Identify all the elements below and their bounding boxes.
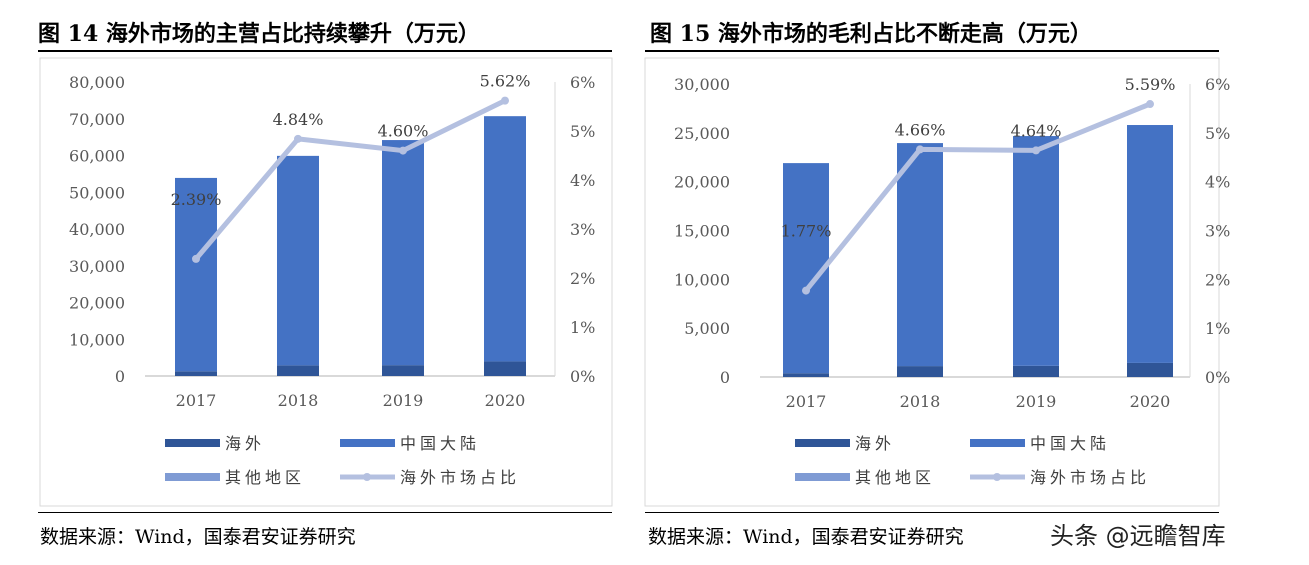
chart2-title-rule bbox=[645, 50, 1219, 52]
chart1-y2tick: 0% bbox=[570, 367, 595, 386]
chart2-y2tick: 4% bbox=[1205, 173, 1230, 192]
chart1-ytick: 30,000 bbox=[69, 257, 125, 276]
chart2-xtick: 2020 bbox=[1130, 392, 1171, 411]
chart1-ytick: 20,000 bbox=[69, 294, 125, 313]
chart1-data-label: 4.84% bbox=[273, 110, 324, 129]
chart1-legend-label: 其他地区 bbox=[225, 468, 305, 487]
chart2-line-point bbox=[802, 286, 810, 295]
chart1-legend-label: 海外市场占比 bbox=[400, 468, 520, 487]
chart1-line-point bbox=[294, 134, 302, 143]
chart1-xtick: 2019 bbox=[383, 391, 424, 410]
chart2-source: 数据来源：Wind，国泰君安证券研究 bbox=[648, 526, 964, 548]
chart2-y2tick: 5% bbox=[1205, 124, 1230, 143]
chart2-legend-label: 海外 bbox=[855, 434, 895, 453]
chart2-legend-marker bbox=[993, 473, 1001, 481]
chart1-bar-海外 bbox=[382, 365, 424, 376]
chart1-ytick: 80,000 bbox=[69, 73, 125, 92]
chart2-bar-中国大陆 bbox=[1127, 125, 1173, 363]
chart2-line bbox=[804, 101, 1151, 293]
chart2-line-point bbox=[1146, 100, 1154, 109]
chart2-data-label: 4.66% bbox=[895, 120, 946, 139]
chart2-ytick: 15,000 bbox=[674, 222, 730, 241]
chart1-xtick: 2017 bbox=[176, 391, 217, 410]
chart1-bar-中国大陆 bbox=[277, 155, 319, 366]
chart2-bar-海外 bbox=[1127, 362, 1173, 377]
chart2-ytick: 5,000 bbox=[684, 319, 730, 338]
chart2-title: 图 15 海外市场的毛利占比不断走高（万元） bbox=[650, 21, 1092, 47]
chart2-legend-label: 海外市场占比 bbox=[1030, 468, 1150, 487]
chart2-data-label: 5.59% bbox=[1125, 75, 1176, 94]
chart2-bar-海外 bbox=[783, 373, 829, 377]
chart2-xtick: 2017 bbox=[786, 392, 827, 411]
chart1-bar-中国大陆 bbox=[175, 177, 217, 372]
chart2-ytick: 0 bbox=[720, 368, 730, 387]
chart1-y2tick: 3% bbox=[570, 220, 595, 239]
chart2-xtick: 2018 bbox=[900, 392, 941, 411]
chart2-y2tick: 6% bbox=[1205, 75, 1230, 94]
chart1-y2tick: 2% bbox=[570, 269, 595, 288]
chart1-legend-swatch bbox=[340, 439, 395, 447]
watermark: 头条 @远瞻智库 bbox=[1050, 522, 1226, 550]
chart1-ytick: 40,000 bbox=[69, 220, 125, 239]
chart2-y2tick: 0% bbox=[1205, 368, 1230, 387]
chart2-data-label: 1.77% bbox=[781, 222, 832, 241]
chart2-xtick: 2019 bbox=[1016, 392, 1057, 411]
chart1-y2tick: 6% bbox=[570, 73, 595, 92]
chart1-line-point bbox=[192, 254, 200, 263]
chart1-ytick: 0 bbox=[115, 367, 125, 386]
chart2-source-rule bbox=[645, 512, 1219, 513]
chart1-title: 图 14 海外市场的主营占比持续攀升（万元） bbox=[38, 21, 480, 47]
chart1-data-label: 2.39% bbox=[171, 190, 222, 209]
chart2-ytick: 10,000 bbox=[674, 270, 730, 289]
chart1-xtick: 2020 bbox=[485, 391, 526, 410]
chart1-bar-中国大陆 bbox=[484, 116, 526, 362]
chart1-data-label: 4.60% bbox=[378, 122, 429, 141]
chart1-bar-中国大陆 bbox=[382, 140, 424, 366]
chart2-legend-label: 其他地区 bbox=[855, 468, 935, 487]
chart2-bar-海外 bbox=[1013, 365, 1059, 377]
chart1-legend-swatch bbox=[165, 473, 220, 481]
chart2-bar-海外 bbox=[897, 366, 943, 377]
chart1-source-rule bbox=[38, 512, 612, 513]
chart2-frame bbox=[644, 57, 1220, 507]
chart2-line-point bbox=[916, 145, 924, 154]
chart1-legend-swatch bbox=[165, 439, 220, 447]
chart1-frame bbox=[39, 57, 613, 507]
chart1-data-label: 5.62% bbox=[480, 72, 531, 91]
chart2-ytick: 25,000 bbox=[674, 124, 730, 143]
chart2-legend-label: 中国大陆 bbox=[1030, 434, 1110, 453]
chart1-legend-label: 海外 bbox=[225, 434, 265, 453]
chart1-title-rule bbox=[38, 50, 612, 52]
chart2-bar-中国大陆 bbox=[897, 143, 943, 367]
chart1-y2tick: 4% bbox=[570, 171, 595, 190]
chart1-line-point bbox=[399, 146, 407, 155]
chart1-y2tick: 5% bbox=[570, 122, 595, 141]
chart2-legend-swatch bbox=[795, 473, 850, 481]
chart2-ytick: 20,000 bbox=[674, 173, 730, 192]
chart1-ytick: 70,000 bbox=[69, 110, 125, 129]
chart2-line-point bbox=[1032, 146, 1040, 155]
chart1-bar-海外 bbox=[484, 361, 526, 376]
chart2-legend-swatch bbox=[795, 439, 850, 447]
chart1-source: 数据来源：Wind，国泰君安证券研究 bbox=[40, 526, 356, 548]
chart1-ytick: 50,000 bbox=[69, 183, 125, 202]
chart2-ytick: 30,000 bbox=[674, 75, 730, 94]
chart2-legend-swatch bbox=[970, 439, 1025, 447]
chart2-bar-中国大陆 bbox=[1013, 136, 1059, 366]
chart2-y2tick: 3% bbox=[1205, 222, 1230, 241]
chart1-line-point bbox=[501, 96, 509, 105]
chart1-legend-label: 中国大陆 bbox=[400, 434, 480, 453]
chart1-xtick: 2018 bbox=[278, 391, 319, 410]
chart1-y2tick: 1% bbox=[570, 318, 595, 337]
chart1-ytick: 60,000 bbox=[69, 147, 125, 166]
chart2-data-label: 4.64% bbox=[1011, 121, 1062, 140]
chart2-y2tick: 1% bbox=[1205, 319, 1230, 338]
chart1-bar-海外 bbox=[277, 365, 319, 376]
chart1-bar-海外 bbox=[175, 371, 217, 376]
chart1-legend-marker bbox=[363, 473, 371, 481]
chart1-ytick: 10,000 bbox=[69, 330, 125, 349]
chart1-line bbox=[194, 98, 507, 261]
chart2-y2tick: 2% bbox=[1205, 270, 1230, 289]
